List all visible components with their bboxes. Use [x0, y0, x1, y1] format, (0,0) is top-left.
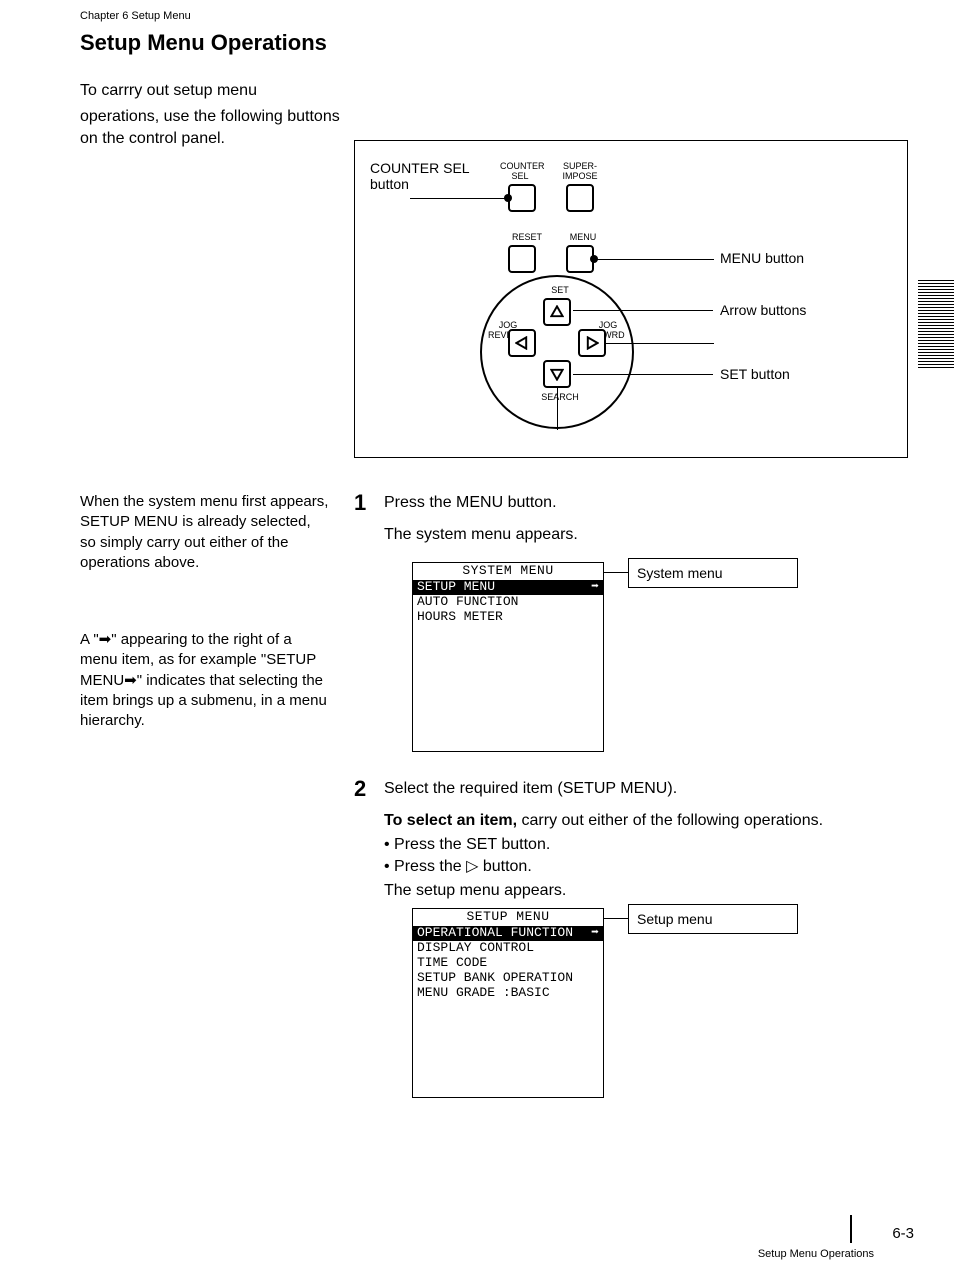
step-2-number: 2	[354, 776, 366, 802]
counter-sel-button-icon	[508, 184, 536, 212]
leader-line	[606, 343, 714, 344]
note-2: A "➡" appearing to the right of a menu i…	[80, 630, 330, 731]
leader-line	[573, 310, 713, 311]
setup-menu-screen: SETUP MENU OPERATIONAL FUNCTION➡ DISPLAY…	[412, 908, 604, 1098]
counter-sel-button-text: COUNTER SEL button	[370, 160, 490, 192]
footer-rule	[850, 1215, 852, 1243]
step-1-result: The system menu appears.	[384, 524, 578, 546]
screen-row: SETUP BANK OPERATION	[413, 971, 603, 986]
page-heading: Setup Menu Operations	[80, 30, 327, 56]
step-2-bullet-1: • Press the SET button.	[384, 834, 550, 856]
set-button-text: SET button	[720, 366, 790, 382]
screen-row: TIME CODE	[413, 956, 603, 971]
note-1: When the system menu first appears, SETU…	[80, 492, 330, 573]
screen-row: AUTO FUNCTION	[413, 595, 603, 610]
reset-label: RESET	[510, 232, 544, 242]
callout-leader	[604, 572, 628, 573]
reset-button-icon	[508, 245, 536, 273]
screen-row-selected: SETUP MENU➡	[413, 580, 603, 595]
up-arrow-button-icon	[543, 298, 571, 326]
setup-menu-callout: Setup menu	[628, 904, 798, 934]
callout-leader	[604, 918, 628, 919]
menu-label: MENU	[568, 232, 598, 242]
step-2-substep-label: To select an item, carry out either of t…	[384, 810, 823, 832]
down-arrow-button-icon	[543, 360, 571, 388]
screen-row-selected: OPERATIONAL FUNCTION➡	[413, 926, 603, 941]
leader-dot	[504, 194, 512, 202]
leader-line	[594, 259, 714, 260]
screen-row: MENU GRADE :BASIC	[413, 986, 603, 1001]
screen-row: HOURS METER	[413, 610, 603, 625]
step-1-text: Press the MENU button.	[384, 492, 557, 514]
intro-line-1: To carrry out setup menu	[80, 82, 340, 100]
system-menu-callout: System menu	[628, 558, 798, 588]
leader-dot	[590, 255, 598, 263]
footer-text: Setup Menu Operations	[758, 1248, 874, 1260]
screen-title: SYSTEM MENU	[413, 563, 603, 580]
leader-line	[557, 388, 558, 430]
set-label: SET	[548, 285, 572, 295]
side-tab	[918, 280, 954, 368]
superimpose-label: SUPER-IMPOSE	[560, 161, 600, 181]
screen-row: DISPLAY CONTROL	[413, 941, 603, 956]
footer-page-number: 6-3	[892, 1225, 914, 1242]
counter-sel-label: COUNTERSEL	[500, 161, 540, 181]
screen-title: SETUP MENU	[413, 909, 603, 926]
menu-button-text: MENU button	[720, 250, 804, 266]
arrow-buttons-text: Arrow buttons	[720, 302, 806, 318]
left-arrow-button-icon	[508, 329, 536, 357]
step-1-number: 1	[354, 490, 366, 516]
step-2-bullet-2: • Press the ▷ button.	[384, 856, 532, 878]
intro-line-2: operations, use the following buttons on…	[80, 106, 340, 149]
step-2-result: The setup menu appears.	[384, 880, 566, 902]
superimpose-button-icon	[566, 184, 594, 212]
system-menu-screen: SYSTEM MENU SETUP MENU➡ AUTO FUNCTION HO…	[412, 562, 604, 752]
search-label: SEARCH	[538, 392, 582, 402]
leader-line	[410, 198, 508, 199]
chapter-label: Chapter 6 Setup Menu	[80, 10, 191, 22]
right-arrow-button-icon	[578, 329, 606, 357]
leader-line	[573, 374, 713, 375]
step-2-text: Select the required item (SETUP MENU).	[384, 778, 904, 800]
